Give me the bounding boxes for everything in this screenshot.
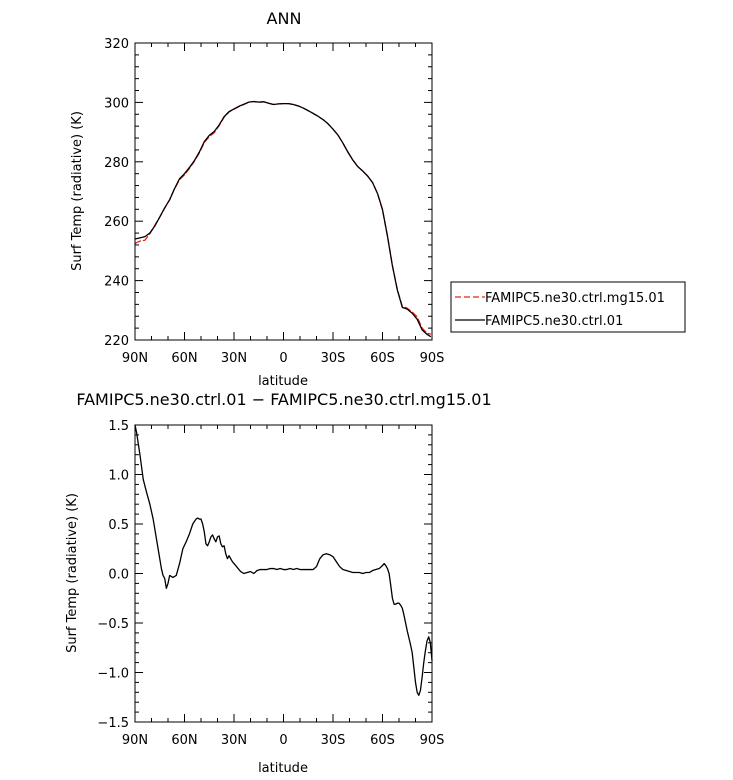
chart-bottom-x-minor-ticks (151, 425, 416, 722)
chart-top-series (134, 100, 432, 338)
legend-label-mg15: FAMIPC5.ne30.ctrl.mg15.01 (485, 291, 665, 306)
chart-top-series-line-1 (134, 100, 432, 338)
chart-bottom-plot-frame (134, 424, 433, 723)
chart-top-y-tick-label: 300 (104, 96, 129, 111)
chart-bottom-y-tick-label: 0.0 (108, 568, 129, 583)
chart-bottom-y-tick-label: −1.0 (97, 667, 129, 682)
chart-bottom-panel: FAMIPC5.ne30.ctrl.01 − FAMIPC5.ne30.ctrl… (65, 390, 492, 776)
chart-top-x-axis-label: latitude (258, 374, 308, 389)
chart-bottom-x-ticks: 90N 60N 30N 0 30S 60S 90S (122, 425, 445, 748)
chart-top-x-tick-label: 30N (221, 351, 247, 366)
chart-top-x-tick-label: 60N (171, 351, 197, 366)
chart-bottom-y-tick-label: 0.5 (108, 518, 129, 533)
legend-label-ctrl: FAMIPC5.ne30.ctrl.01 (485, 314, 623, 329)
chart-top-y-ticks: 220 240 260 280 300 320 (104, 37, 432, 349)
chart-bottom-y-axis-label: Surf Temp (radiative) (K) (65, 493, 80, 653)
chart-top-legend: FAMIPC5.ne30.ctrl.mg15.01 FAMIPC5.ne30.c… (450, 281, 686, 333)
chart-bottom-y-minor-ticks (135, 434, 432, 713)
chart-top-x-tick-label: 60S (370, 351, 395, 366)
chart-bottom-x-tick-label: 0 (279, 733, 287, 748)
chart-top-y-tick-label: 220 (104, 334, 129, 349)
chart-bottom-x-tick-label: 60N (171, 733, 197, 748)
chart-bottom-x-tick-label: 30N (221, 733, 247, 748)
chart-bottom-x-tick-label: 60S (370, 733, 395, 748)
chart-bottom-x-tick-label: 90N (122, 733, 148, 748)
chart-top-x-ticks: 90N 60N 30N 0 30S 60S 90S (122, 43, 445, 366)
chart-bottom-title: FAMIPC5.ne30.ctrl.01 − FAMIPC5.ne30.ctrl… (76, 390, 491, 409)
chart-top-x-minor-ticks (151, 43, 416, 340)
chart-bottom-series-line-0 (134, 424, 433, 696)
chart-top-plot-frame (134, 42, 433, 341)
chart-top-y-axis-label: Surf Temp (radiative) (K) (70, 111, 85, 271)
chart-bottom-y-tick-label: 1.5 (108, 419, 129, 434)
legend-frame (450, 281, 686, 333)
chart-top-x-tick-label: 90N (122, 351, 148, 366)
chart-bottom-series (134, 424, 433, 696)
chart-top-x-tick-label: 0 (279, 351, 287, 366)
chart-bottom-y-tick-label: −0.5 (97, 617, 129, 632)
chart-top-x-tick-label: 30S (321, 351, 346, 366)
chart-top-title: ANN (267, 9, 302, 28)
chart-top-y-tick-label: 320 (104, 37, 129, 52)
chart-bottom-y-tick-label: −1.5 (97, 716, 129, 731)
chart-top-y-tick-label: 240 (104, 275, 129, 290)
chart-bottom-y-tick-label: 1.0 (108, 469, 129, 484)
chart-top-y-tick-label: 280 (104, 156, 129, 171)
chart-top-x-tick-label: 90S (420, 351, 445, 366)
chart-top-series-line-0 (134, 100, 432, 335)
chart-bottom-x-axis-label: latitude (258, 761, 308, 776)
chart-top-y-tick-label: 260 (104, 215, 129, 230)
chart-bottom-x-tick-label: 30S (321, 733, 346, 748)
chart-bottom-x-tick-label: 90S (420, 733, 445, 748)
chart-bottom-y-ticks: 1.5 1.0 0.5 0.0 −0.5 −1.0 −1.5 (97, 419, 432, 731)
chart-top-y-minor-ticks (135, 54, 432, 329)
